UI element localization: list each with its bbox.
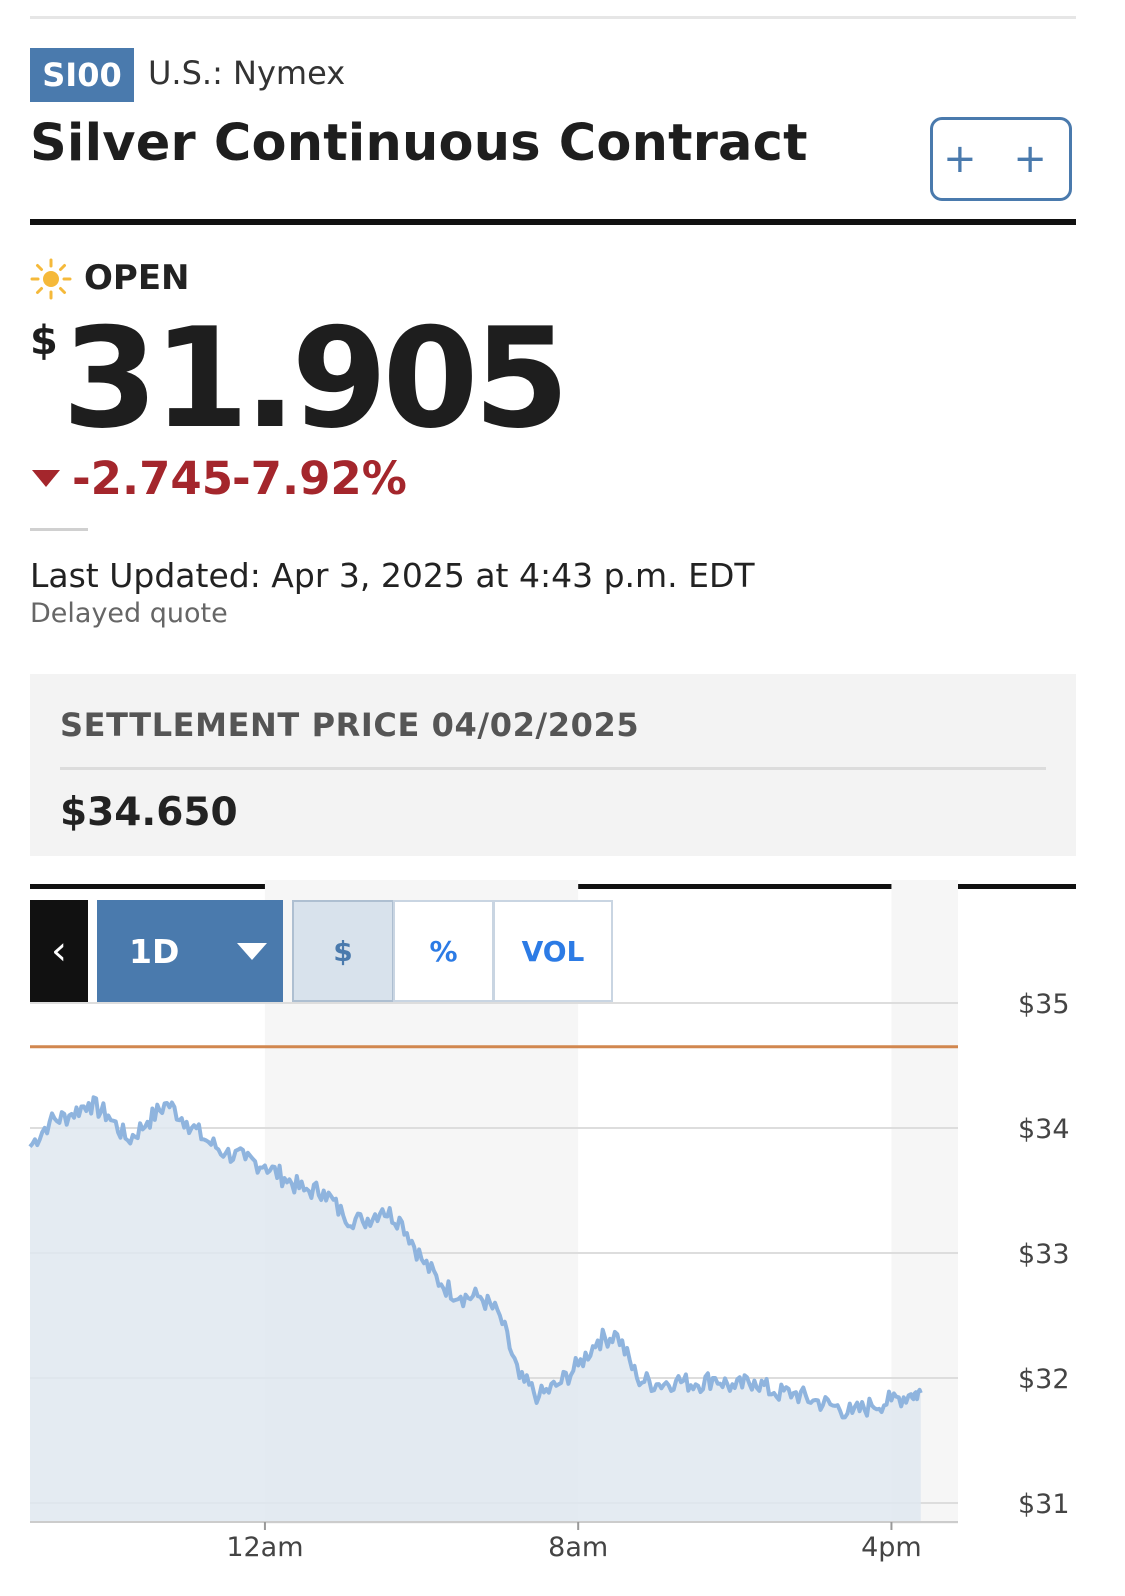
settlement-value: $34.650	[60, 790, 238, 835]
short-divider	[30, 528, 88, 531]
mode-percent-button[interactable]: %	[393, 900, 494, 1002]
x-tick-label: 4pm	[861, 1532, 922, 1563]
settlement-label: SETTLEMENT PRICE 04/02/2025	[60, 706, 640, 744]
sun-icon	[30, 258, 72, 300]
down-arrow-icon	[32, 470, 60, 487]
y-tick-label: $33	[1018, 1239, 1070, 1270]
mode-volume-button[interactable]: VOL	[493, 900, 613, 1002]
currency-symbol: $	[30, 318, 58, 364]
market-status: OPEN	[84, 258, 190, 298]
price-change-percent: -7.92%	[232, 452, 407, 505]
ticker-badge[interactable]: SI00	[30, 48, 134, 102]
y-tick-label: $32	[1018, 1364, 1070, 1395]
page-title: Silver Continuous Contract	[30, 114, 808, 173]
chevron-down-icon	[237, 942, 268, 960]
x-tick-label: 12am	[226, 1532, 303, 1563]
settlement-panel	[30, 674, 1076, 856]
chevron-left-icon: ‹	[51, 928, 67, 974]
price-line	[28, 1095, 923, 1420]
chart-back-button[interactable]: ‹	[30, 900, 88, 1002]
last-updated: Last Updated: Apr 3, 2025 at 4:43 p.m. E…	[30, 556, 755, 595]
header-divider	[30, 219, 1076, 225]
settlement-divider	[60, 767, 1046, 770]
range-select[interactable]: 1D	[97, 900, 283, 1002]
add-to-watchlist-button[interactable]: + +	[930, 117, 1072, 201]
exchange-label: U.S.: Nymex	[148, 54, 346, 92]
delayed-quote-note: Delayed quote	[30, 598, 228, 629]
price-area	[30, 1097, 921, 1522]
y-tick-label: $35	[1018, 989, 1070, 1020]
top-divider	[30, 16, 1076, 19]
last-price: 31.905	[62, 298, 570, 459]
x-tick-label: 8am	[548, 1532, 608, 1563]
range-label: 1D	[129, 931, 180, 971]
y-tick-label: $34	[1018, 1114, 1070, 1145]
mode-price-button[interactable]: $	[292, 900, 394, 1002]
add-icon: + +	[943, 136, 1059, 182]
y-tick-label: $31	[1018, 1489, 1070, 1520]
price-change: -2.745	[72, 452, 234, 505]
